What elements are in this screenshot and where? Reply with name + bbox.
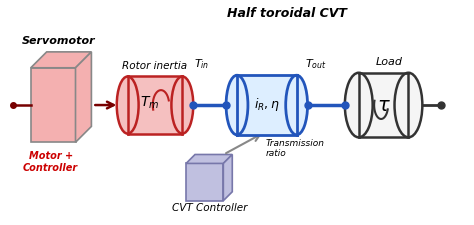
Text: $T_{in}$: $T_{in}$ [194, 57, 210, 71]
Ellipse shape [172, 76, 193, 134]
Text: Servomotor: Servomotor [22, 36, 96, 46]
Ellipse shape [226, 75, 248, 135]
Polygon shape [31, 68, 75, 142]
Ellipse shape [117, 76, 138, 134]
Text: Load: Load [376, 57, 403, 67]
Polygon shape [237, 75, 297, 135]
Text: $i_R, \eta$: $i_R, \eta$ [254, 96, 280, 112]
Polygon shape [359, 73, 409, 137]
Text: CVT Controller: CVT Controller [172, 203, 247, 213]
Text: Motor +
Controller: Motor + Controller [23, 151, 78, 173]
Polygon shape [186, 163, 223, 201]
Polygon shape [128, 76, 182, 134]
Text: $T_{out}$: $T_{out}$ [305, 57, 327, 71]
Text: Half toroidal CVT: Half toroidal CVT [227, 7, 346, 20]
Text: Rotor inertia: Rotor inertia [122, 61, 188, 70]
Text: $\tau$: $\tau$ [377, 96, 391, 115]
Text: Transmission
ratio: Transmission ratio [266, 139, 325, 158]
Ellipse shape [286, 75, 308, 135]
Polygon shape [223, 155, 232, 201]
Ellipse shape [345, 73, 373, 137]
Polygon shape [31, 52, 91, 68]
Polygon shape [186, 155, 232, 163]
Ellipse shape [394, 73, 422, 137]
Text: $T_m$: $T_m$ [140, 94, 160, 111]
Polygon shape [75, 52, 91, 142]
